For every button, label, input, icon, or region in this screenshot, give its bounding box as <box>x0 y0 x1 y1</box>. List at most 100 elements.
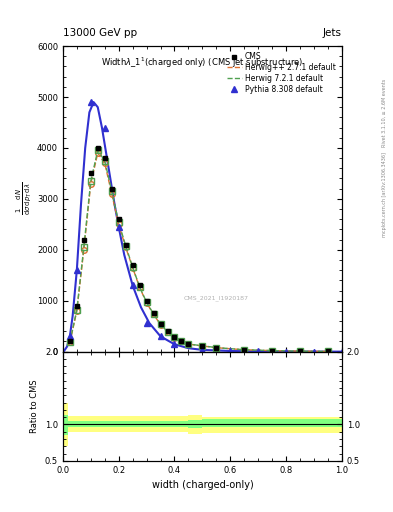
Herwig 7.2.1 default <box>172 334 177 340</box>
Herwig++ 2.7.1 default <box>326 348 331 354</box>
Herwig++ 2.7.1 default <box>242 347 247 353</box>
Herwig 7.2.1 default <box>75 307 79 313</box>
Legend: CMS, Herwig++ 2.7.1 default, Herwig 7.2.1 default, Pythia 8.308 default: CMS, Herwig++ 2.7.1 default, Herwig 7.2.… <box>224 50 338 96</box>
Herwig++ 2.7.1 default <box>123 244 128 250</box>
Herwig++ 2.7.1 default <box>116 221 121 227</box>
Herwig 7.2.1 default <box>242 347 247 353</box>
Herwig++ 2.7.1 default <box>200 343 205 349</box>
Herwig 7.2.1 default <box>123 243 128 249</box>
Pythia 8.308 default <box>68 333 72 339</box>
Herwig 7.2.1 default <box>151 311 156 317</box>
Herwig 7.2.1 default <box>116 219 121 225</box>
Y-axis label: $\frac{1}{\mathrm{d}\sigma}\frac{\mathrm{d}N}{\mathrm{d}p_T\,\mathrm{d}\lambda}$: $\frac{1}{\mathrm{d}\sigma}\frac{\mathrm… <box>15 182 34 216</box>
Herwig++ 2.7.1 default <box>172 334 177 340</box>
CMS <box>95 145 100 151</box>
Pythia 8.308 default <box>130 283 135 289</box>
CMS <box>200 343 205 349</box>
Herwig++ 2.7.1 default <box>95 150 100 156</box>
CMS <box>102 155 107 161</box>
CMS <box>242 347 247 353</box>
Line: CMS: CMS <box>68 145 331 354</box>
Herwig 7.2.1 default <box>109 188 114 194</box>
Herwig++ 2.7.1 default <box>151 311 156 317</box>
Herwig 7.2.1 default <box>158 321 163 327</box>
CMS <box>186 340 191 347</box>
Herwig++ 2.7.1 default <box>186 341 191 347</box>
CMS <box>298 348 303 354</box>
CMS <box>326 348 331 354</box>
Text: Width$\lambda\_1^1$(charged only) (CMS jet substructure): Width$\lambda\_1^1$(charged only) (CMS j… <box>101 55 303 70</box>
Line: Herwig++ 2.7.1 default: Herwig++ 2.7.1 default <box>70 153 328 351</box>
Pythia 8.308 default <box>116 224 121 230</box>
Herwig 7.2.1 default <box>186 341 191 347</box>
CMS <box>165 328 170 334</box>
CMS <box>68 338 72 345</box>
Text: 13000 GeV pp: 13000 GeV pp <box>63 28 137 38</box>
Pythia 8.308 default <box>312 349 316 355</box>
CMS <box>214 345 219 351</box>
Herwig 7.2.1 default <box>130 264 135 270</box>
CMS <box>130 262 135 268</box>
Herwig++ 2.7.1 default <box>179 338 184 345</box>
Herwig++ 2.7.1 default <box>137 285 142 291</box>
Herwig 7.2.1 default <box>270 348 275 354</box>
X-axis label: width (charged-only): width (charged-only) <box>152 480 253 490</box>
CMS <box>109 186 114 192</box>
Herwig++ 2.7.1 default <box>298 348 303 354</box>
CMS <box>75 303 79 309</box>
Line: Pythia 8.308 default: Pythia 8.308 default <box>67 99 345 354</box>
Pythia 8.308 default <box>158 333 163 339</box>
Herwig 7.2.1 default <box>68 339 72 345</box>
CMS <box>144 297 149 304</box>
Herwig++ 2.7.1 default <box>68 339 72 346</box>
Pythia 8.308 default <box>144 320 149 326</box>
Herwig 7.2.1 default <box>326 348 331 354</box>
Herwig 7.2.1 default <box>179 338 184 344</box>
Herwig++ 2.7.1 default <box>144 300 149 306</box>
Pythia 8.308 default <box>172 341 177 347</box>
Pythia 8.308 default <box>102 124 107 131</box>
CMS <box>88 170 93 177</box>
Herwig++ 2.7.1 default <box>81 247 86 253</box>
Herwig++ 2.7.1 default <box>165 329 170 335</box>
Text: mcplots.cern.ch [arXiv:1306.3436]: mcplots.cern.ch [arXiv:1306.3436] <box>382 152 387 237</box>
Y-axis label: Ratio to CMS: Ratio to CMS <box>30 379 39 433</box>
Pythia 8.308 default <box>228 348 233 354</box>
Text: CMS_2021_I1920187: CMS_2021_I1920187 <box>184 296 249 302</box>
Line: Herwig 7.2.1 default: Herwig 7.2.1 default <box>70 151 328 351</box>
Herwig++ 2.7.1 default <box>130 265 135 271</box>
Text: Jets: Jets <box>323 28 342 38</box>
Herwig++ 2.7.1 default <box>158 322 163 328</box>
Herwig++ 2.7.1 default <box>214 345 219 351</box>
Pythia 8.308 default <box>200 347 205 353</box>
Herwig 7.2.1 default <box>165 329 170 335</box>
Herwig 7.2.1 default <box>102 158 107 164</box>
Pythia 8.308 default <box>88 99 93 105</box>
Herwig 7.2.1 default <box>137 284 142 290</box>
CMS <box>270 348 275 354</box>
CMS <box>179 338 184 344</box>
CMS <box>81 237 86 243</box>
Herwig 7.2.1 default <box>88 178 93 184</box>
Herwig 7.2.1 default <box>81 244 86 250</box>
CMS <box>123 242 128 248</box>
Herwig 7.2.1 default <box>298 348 303 354</box>
Pythia 8.308 default <box>75 267 79 273</box>
CMS <box>158 321 163 327</box>
Herwig++ 2.7.1 default <box>75 308 79 314</box>
Herwig++ 2.7.1 default <box>102 160 107 166</box>
CMS <box>151 310 156 316</box>
Herwig 7.2.1 default <box>144 299 149 305</box>
Pythia 8.308 default <box>284 349 288 355</box>
CMS <box>137 283 142 289</box>
Herwig++ 2.7.1 default <box>109 190 114 197</box>
Text: Rivet 3.1.10, ≥ 2.6M events: Rivet 3.1.10, ≥ 2.6M events <box>382 78 387 147</box>
Herwig 7.2.1 default <box>95 147 100 154</box>
Herwig 7.2.1 default <box>200 343 205 349</box>
Herwig++ 2.7.1 default <box>270 348 275 354</box>
Pythia 8.308 default <box>256 348 261 354</box>
Herwig++ 2.7.1 default <box>88 181 93 187</box>
Herwig 7.2.1 default <box>214 345 219 351</box>
CMS <box>172 334 177 340</box>
CMS <box>116 216 121 222</box>
